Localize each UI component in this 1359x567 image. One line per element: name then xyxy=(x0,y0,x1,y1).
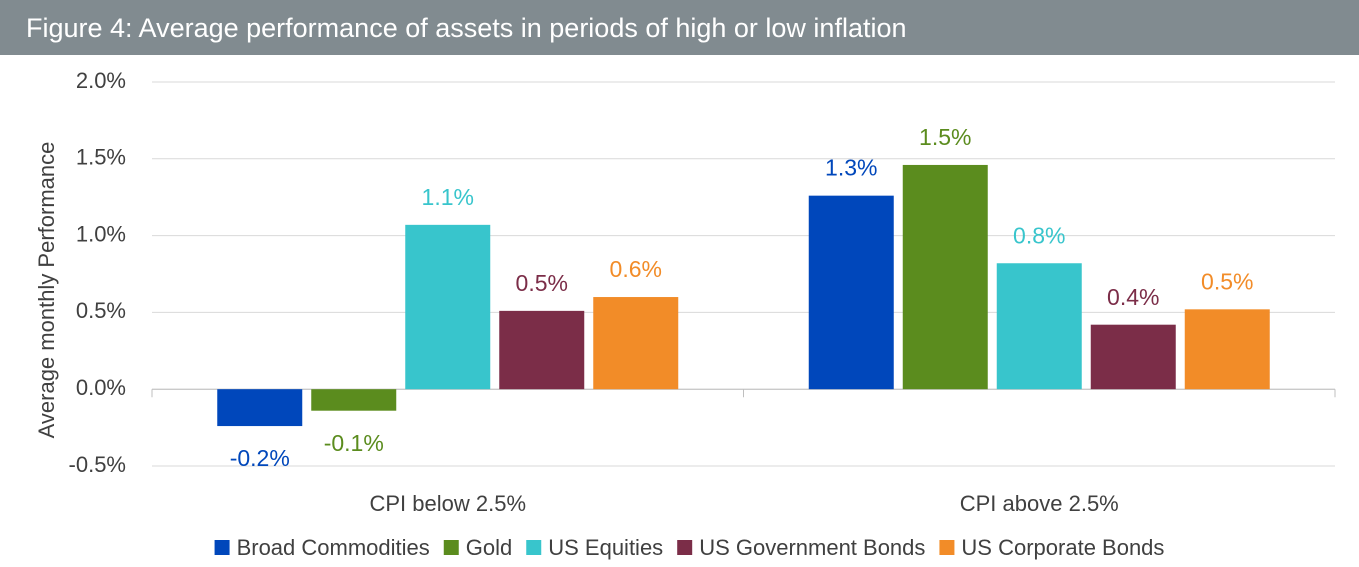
y-tick-label: 1.5% xyxy=(76,145,126,170)
value-label: -0.2% xyxy=(230,445,290,471)
legend-label: Gold xyxy=(466,535,512,560)
bar xyxy=(593,297,679,390)
y-tick-label: 0.0% xyxy=(76,375,126,400)
x-tick-label: CPI above 2.5% xyxy=(960,491,1119,516)
legend-label: Broad Commodities xyxy=(237,535,430,560)
bar xyxy=(808,195,894,390)
bar xyxy=(499,310,585,390)
value-label: -0.1% xyxy=(324,430,384,456)
value-label: 0.8% xyxy=(1013,222,1065,248)
bar xyxy=(311,389,397,411)
value-label: 1.3% xyxy=(825,155,877,181)
y-tick-label: 1.0% xyxy=(76,221,126,246)
legend-swatch xyxy=(443,540,459,555)
legend-swatch xyxy=(526,540,542,555)
legend-label: US Corporate Bonds xyxy=(961,535,1164,560)
y-tick-label: 0.5% xyxy=(76,298,126,323)
value-label: 1.5% xyxy=(919,124,971,150)
y-axis-label: Average monthly Performance xyxy=(34,142,59,439)
value-label: 0.5% xyxy=(1201,268,1253,294)
y-tick-label: 2.0% xyxy=(76,68,126,93)
chart-title: Figure 4: Average performance of assets … xyxy=(26,13,907,43)
bar xyxy=(217,389,303,427)
bar xyxy=(1090,324,1176,390)
legend-swatch xyxy=(677,540,693,555)
value-label: 0.4% xyxy=(1107,284,1159,310)
bar xyxy=(1184,309,1270,390)
bar xyxy=(405,224,491,390)
bar xyxy=(996,263,1082,390)
title-bar xyxy=(0,0,1359,55)
value-label: 0.5% xyxy=(516,270,568,296)
value-label: 1.1% xyxy=(422,184,474,210)
x-tick-label: CPI below 2.5% xyxy=(369,491,526,516)
legend-label: US Government Bonds xyxy=(699,535,925,560)
legend-swatch xyxy=(214,540,230,555)
y-tick-label: -0.5% xyxy=(69,452,126,477)
legend-swatch xyxy=(939,540,955,555)
bar xyxy=(902,164,988,390)
legend-label: US Equities xyxy=(548,535,663,560)
value-label: 0.6% xyxy=(610,256,662,282)
